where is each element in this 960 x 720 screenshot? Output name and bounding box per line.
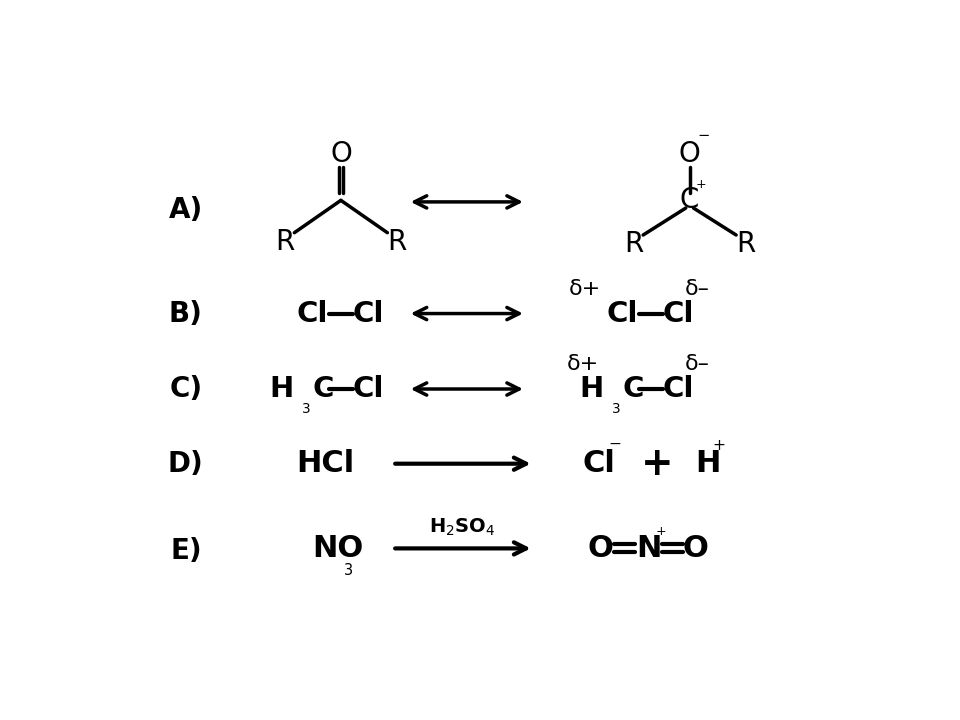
Text: R: R xyxy=(735,230,756,258)
Text: O: O xyxy=(330,140,351,168)
Text: R: R xyxy=(276,228,295,256)
Text: R: R xyxy=(387,228,406,256)
Text: $_{3}$: $_{3}$ xyxy=(344,557,353,577)
Text: $^{+}$: $^{+}$ xyxy=(711,440,725,460)
Text: Cl: Cl xyxy=(352,375,384,403)
Text: $^{-}$: $^{-}$ xyxy=(608,440,621,460)
Text: C: C xyxy=(622,375,643,403)
Text: R: R xyxy=(624,230,643,258)
Text: Cl: Cl xyxy=(607,300,638,328)
Text: +: + xyxy=(640,445,673,482)
Text: O: O xyxy=(683,534,708,563)
Text: D): D) xyxy=(168,450,204,477)
Text: H: H xyxy=(579,375,604,403)
Text: $_{3}$: $_{3}$ xyxy=(611,397,620,415)
Text: δ–: δ– xyxy=(684,279,709,299)
Text: C: C xyxy=(680,186,699,215)
Text: E): E) xyxy=(170,536,202,564)
Text: $_{3}$: $_{3}$ xyxy=(300,397,310,415)
Text: C: C xyxy=(312,375,333,403)
Text: $^{-}$: $^{-}$ xyxy=(697,132,710,152)
Text: Cl: Cl xyxy=(662,375,694,403)
Text: A): A) xyxy=(169,196,203,224)
Text: δ+: δ+ xyxy=(569,279,601,299)
Text: NO: NO xyxy=(312,534,364,563)
Text: O: O xyxy=(679,140,701,168)
Text: $^{+}$: $^{+}$ xyxy=(695,179,707,197)
Text: Cl: Cl xyxy=(297,300,328,328)
Text: $^{+}$: $^{+}$ xyxy=(656,526,666,544)
Text: Cl: Cl xyxy=(662,300,694,328)
Text: Cl: Cl xyxy=(352,300,384,328)
Text: H: H xyxy=(270,375,294,403)
Text: δ–: δ– xyxy=(684,354,709,374)
Text: N: N xyxy=(636,534,661,563)
Text: HCl: HCl xyxy=(297,449,354,478)
Text: δ+: δ+ xyxy=(566,354,599,374)
Text: H: H xyxy=(695,449,720,478)
Text: O: O xyxy=(588,534,613,563)
Text: Cl: Cl xyxy=(583,449,615,478)
Text: C): C) xyxy=(169,375,203,403)
Text: H$_{2}$SO$_{4}$: H$_{2}$SO$_{4}$ xyxy=(429,517,495,539)
Text: B): B) xyxy=(169,300,203,328)
